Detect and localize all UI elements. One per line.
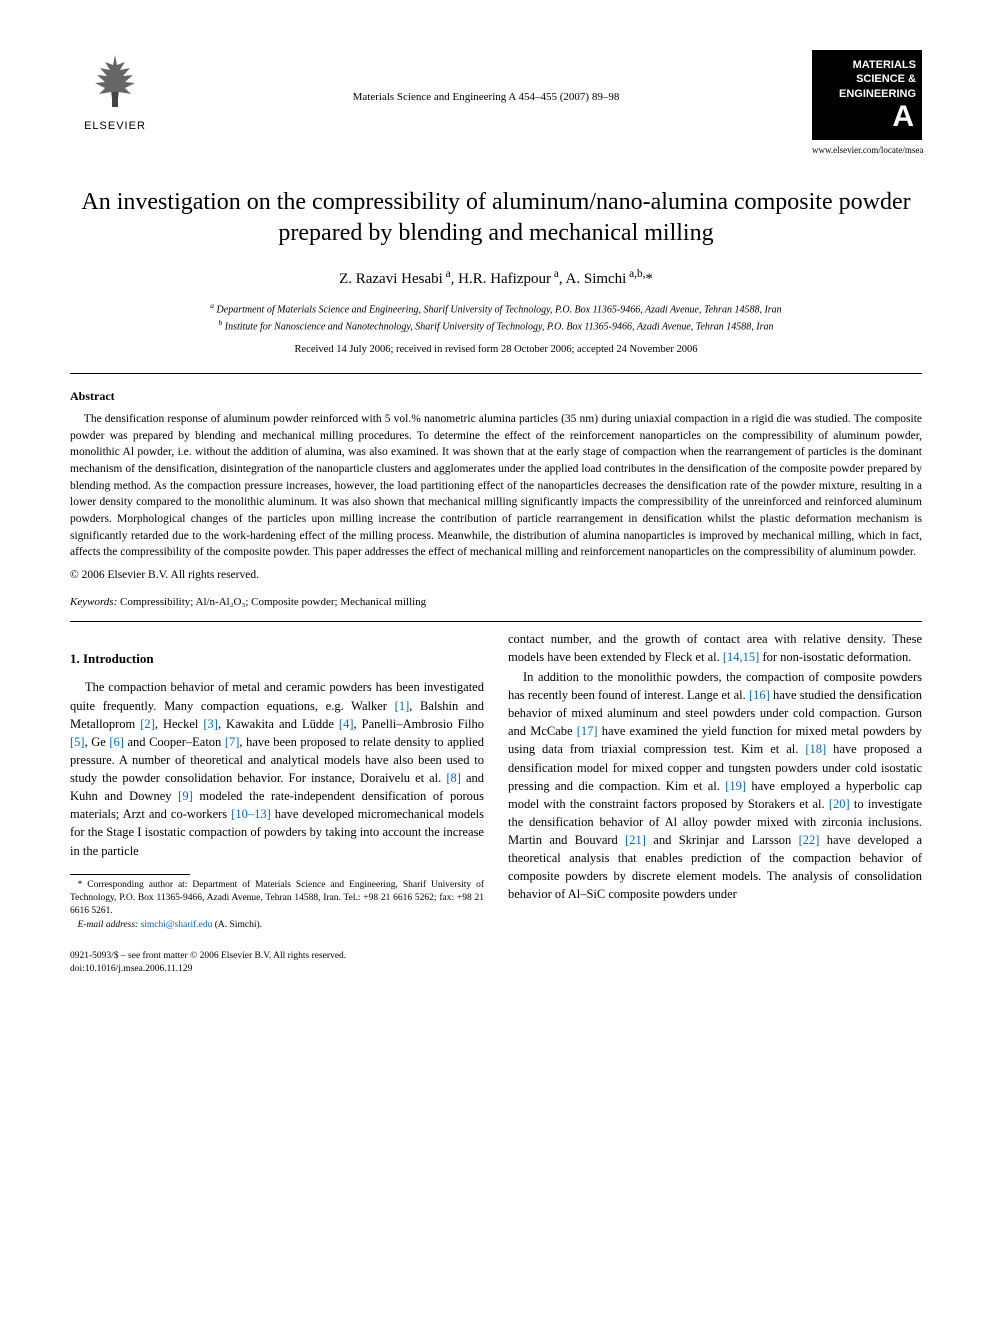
body-text: , Heckel (155, 717, 204, 731)
affiliation-text: Institute for Nanoscience and Nanotechno… (225, 322, 774, 333)
journal-url: www.elsevier.com/locate/msea (812, 144, 922, 157)
body-text: , Kawakita and Lüdde (218, 717, 339, 731)
author-text: H.R. Hafizpour (458, 271, 551, 287)
rule-below-keywords (70, 621, 922, 622)
author-text: A. Simchi (566, 271, 627, 287)
article-dates: Received 14 July 2006; received in revis… (70, 343, 922, 358)
ref-link[interactable]: [7] (225, 735, 240, 749)
affil-sup: a (443, 268, 451, 280)
journal-reference: Materials Science and Engineering A 454–… (160, 50, 812, 105)
abstract-heading: Abstract (70, 388, 922, 405)
keywords-text: Compressibility; Al/n-Al₂O₃; Composite p… (120, 596, 426, 608)
publisher-logo: ELSEVIER (70, 50, 160, 135)
page-footer: 0921-5093/$ – see front matter © 2006 El… (70, 950, 922, 977)
publisher-name: ELSEVIER (70, 119, 160, 134)
abstract-paragraph: The densification response of aluminum p… (70, 411, 922, 561)
footer-doi-line: doi:10.1016/j.msea.2006.11.129 (70, 963, 922, 976)
ref-link[interactable]: [4] (339, 717, 354, 731)
article-title: An investigation on the compressibility … (70, 187, 922, 249)
ref-link[interactable]: [17] (577, 724, 598, 738)
intro-paragraph-2: In addition to the monolithic powders, t… (508, 668, 922, 904)
body-text: for non-isostatic deformation. (759, 650, 911, 664)
corr-marker: * (645, 271, 653, 287)
ref-link[interactable]: [8] (446, 771, 461, 785)
ref-link[interactable]: [3] (203, 717, 218, 731)
ref-link[interactable]: [5] (70, 735, 85, 749)
affiliation-text: Department of Materials Science and Engi… (217, 304, 782, 315)
affil-sup: a (551, 268, 559, 280)
body-text: , Panelli–Ambrosio Filho (354, 717, 484, 731)
ref-link[interactable]: [21] (625, 833, 646, 847)
affiliation-a: a Department of Materials Science and En… (70, 300, 922, 317)
footnote-text: * Corresponding author at: Department of… (70, 880, 484, 917)
email-label: E-mail address: (78, 920, 139, 930)
ref-link[interactable]: [20] (829, 797, 850, 811)
intro-paragraph-1: The compaction behavior of metal and cer… (70, 678, 484, 859)
keywords-line: Keywords: Compressibility; Al/n-Al₂O₃; C… (70, 595, 922, 610)
email-footnote: E-mail address: simchi@sharif.edu (A. Si… (70, 919, 484, 932)
section-1-heading: 1. Introduction (70, 650, 484, 669)
body-text: and Cooper–Eaton (124, 735, 225, 749)
author-text: Z. Razavi Hesabi (339, 271, 443, 287)
journal-name-line: MATERIALS (818, 58, 916, 72)
email-name: (A. Simchi). (215, 920, 262, 930)
email-link[interactable]: simchi@sharif.edu (141, 920, 213, 930)
ref-link[interactable]: [22] (799, 833, 820, 847)
journal-name-line: SCIENCE & (818, 72, 916, 86)
keywords-label: Keywords: (70, 596, 117, 608)
abstract-body: The densification response of aluminum p… (70, 411, 922, 561)
journal-series-letter: A (892, 97, 914, 136)
ref-link[interactable]: [16] (749, 688, 770, 702)
abstract-copyright: © 2006 Elsevier B.V. All rights reserved… (70, 567, 922, 583)
ref-link[interactable]: [10–13] (231, 807, 271, 821)
ref-link[interactable]: [2] (140, 717, 155, 731)
ref-link[interactable]: [19] (725, 779, 746, 793)
footer-issn-line: 0921-5093/$ – see front matter © 2006 El… (70, 950, 922, 963)
body-text: , Ge (85, 735, 110, 749)
rule-above-abstract (70, 373, 922, 374)
body-text: and Skrinjar and Larsson (646, 833, 799, 847)
footnote-separator (70, 874, 190, 875)
ref-link[interactable]: [18] (805, 742, 826, 756)
page-header: ELSEVIER Materials Science and Engineeri… (70, 50, 922, 157)
ref-link[interactable]: [1] (395, 699, 410, 713)
affiliation-b: b Institute for Nanoscience and Nanotech… (70, 317, 922, 334)
corresponding-author-footnote: * Corresponding author at: Department of… (70, 879, 484, 919)
ref-link[interactable]: [6] (109, 735, 124, 749)
intro-paragraph-1-cont: contact number, and the growth of contac… (508, 630, 922, 666)
ref-link[interactable]: [9] (178, 789, 193, 803)
elsevier-tree-icon (85, 50, 145, 110)
authors-line: Z. Razavi Hesabi a, H.R. Hafizpour a, A.… (70, 267, 922, 290)
journal-logo-block: MATERIALS SCIENCE & ENGINEERING A www.el… (812, 50, 922, 157)
ref-link[interactable]: [14,15] (723, 650, 759, 664)
affiliations-block: a Department of Materials Science and En… (70, 300, 922, 335)
affil-sup: a,b, (626, 268, 645, 280)
body-two-column: 1. Introduction The compaction behavior … (70, 630, 922, 932)
journal-cover-box: MATERIALS SCIENCE & ENGINEERING A (812, 50, 922, 140)
